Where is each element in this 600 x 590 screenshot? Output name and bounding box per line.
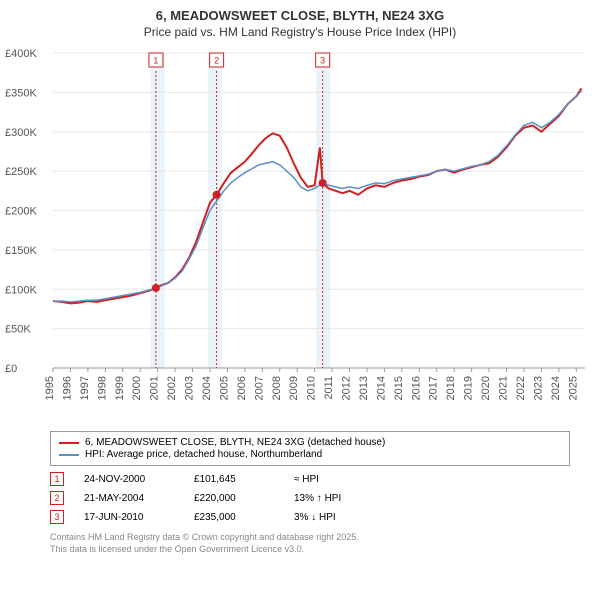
legend: 6, MEADOWSWEET CLOSE, BLYTH, NE24 3XG (d… bbox=[50, 431, 570, 466]
svg-text:2003: 2003 bbox=[184, 376, 196, 400]
svg-text:2020: 2020 bbox=[480, 376, 492, 400]
svg-text:2009: 2009 bbox=[288, 376, 300, 400]
svg-text:2021: 2021 bbox=[498, 376, 510, 400]
svg-text:1998: 1998 bbox=[96, 376, 108, 400]
chart-container: 6, MEADOWSWEET CLOSE, BLYTH, NE24 3XG Pr… bbox=[0, 0, 600, 590]
transaction-row: 3 17-JUN-2010 £235,000 3% ↓ HPI bbox=[50, 510, 570, 524]
transaction-delta: ≈ HPI bbox=[294, 474, 374, 485]
chart-svg: £0 £50K £100K £150K £200K £250K £300K £350K £400… bbox=[5, 43, 595, 423]
svg-text:£250K: £250K bbox=[5, 166, 37, 178]
chart-area: £0 £50K £100K £150K £200K £250K £300K £350K £400… bbox=[5, 43, 595, 423]
title-address: 6, MEADOWSWEET CLOSE, BLYTH, NE24 3XG bbox=[0, 8, 600, 23]
svg-text:£400K: £400K bbox=[5, 48, 37, 60]
svg-text:2023: 2023 bbox=[532, 376, 544, 400]
transaction-marker: 2 bbox=[50, 491, 64, 505]
svg-text:£300K: £300K bbox=[5, 127, 37, 139]
svg-text:£50K: £50K bbox=[5, 324, 31, 336]
transaction-marker: 1 bbox=[50, 472, 64, 486]
svg-text:2008: 2008 bbox=[271, 376, 283, 400]
transaction-price: £220,000 bbox=[194, 493, 274, 504]
transaction-price: £235,000 bbox=[194, 512, 274, 523]
svg-text:£100K: £100K bbox=[5, 284, 37, 296]
transaction-price: £101,645 bbox=[194, 474, 274, 485]
svg-text:1999: 1999 bbox=[114, 376, 126, 400]
svg-text:2004: 2004 bbox=[201, 376, 213, 400]
svg-text:2000: 2000 bbox=[131, 376, 143, 400]
svg-text:2022: 2022 bbox=[515, 376, 527, 400]
footer-line1: Contains HM Land Registry data © Crown c… bbox=[50, 532, 570, 544]
svg-text:2011: 2011 bbox=[323, 376, 335, 400]
svg-text:2019: 2019 bbox=[463, 376, 475, 400]
svg-text:2017: 2017 bbox=[428, 376, 440, 400]
legend-row: HPI: Average price, detached house, Nort… bbox=[59, 449, 561, 460]
transaction-marker: 3 bbox=[50, 510, 64, 524]
transaction-row: 2 21-MAY-2004 £220,000 13% ↑ HPI bbox=[50, 491, 570, 505]
svg-text:£350K: £350K bbox=[5, 87, 37, 99]
legend-row: 6, MEADOWSWEET CLOSE, BLYTH, NE24 3XG (d… bbox=[59, 437, 561, 448]
svg-text:2007: 2007 bbox=[253, 376, 265, 400]
svg-text:2024: 2024 bbox=[550, 376, 562, 400]
svg-text:1: 1 bbox=[153, 55, 158, 65]
svg-text:3: 3 bbox=[320, 55, 325, 65]
legend-swatch bbox=[59, 442, 79, 444]
svg-text:2: 2 bbox=[214, 55, 219, 65]
svg-text:£200K: £200K bbox=[5, 206, 37, 218]
transaction-row: 1 24-NOV-2000 £101,645 ≈ HPI bbox=[50, 472, 570, 486]
svg-text:2010: 2010 bbox=[306, 376, 318, 400]
transaction-delta: 13% ↑ HPI bbox=[294, 493, 374, 504]
svg-text:1996: 1996 bbox=[61, 376, 73, 400]
legend-swatch bbox=[59, 454, 79, 456]
svg-text:£0: £0 bbox=[5, 363, 17, 375]
svg-text:2014: 2014 bbox=[375, 376, 387, 400]
title-subtitle: Price paid vs. HM Land Registry's House … bbox=[0, 25, 600, 39]
legend-label: HPI: Average price, detached house, Nort… bbox=[85, 449, 322, 460]
svg-text:2001: 2001 bbox=[149, 376, 161, 400]
transaction-delta: 3% ↓ HPI bbox=[294, 512, 374, 523]
svg-text:2018: 2018 bbox=[445, 376, 457, 400]
svg-text:2013: 2013 bbox=[358, 376, 370, 400]
legend-label: 6, MEADOWSWEET CLOSE, BLYTH, NE24 3XG (d… bbox=[85, 437, 385, 448]
footer-attribution: Contains HM Land Registry data © Crown c… bbox=[50, 532, 570, 555]
svg-text:2012: 2012 bbox=[341, 376, 353, 400]
svg-text:2005: 2005 bbox=[218, 376, 230, 400]
svg-text:2006: 2006 bbox=[236, 376, 248, 400]
svg-text:1997: 1997 bbox=[79, 376, 91, 400]
transaction-table: 1 24-NOV-2000 £101,645 ≈ HPI 2 21-MAY-2004 £22… bbox=[50, 472, 570, 524]
svg-text:2002: 2002 bbox=[166, 376, 178, 400]
svg-text:2015: 2015 bbox=[393, 376, 405, 400]
transaction-date: 24-NOV-2000 bbox=[84, 474, 174, 485]
svg-text:2025: 2025 bbox=[567, 376, 579, 400]
title-block: 6, MEADOWSWEET CLOSE, BLYTH, NE24 3XG Pr… bbox=[0, 0, 600, 43]
footer-line2: This data is licensed under the Open Gov… bbox=[50, 544, 570, 556]
svg-text:£150K: £150K bbox=[5, 245, 37, 257]
svg-text:2016: 2016 bbox=[410, 376, 422, 400]
transaction-date: 21-MAY-2004 bbox=[84, 493, 174, 504]
transaction-date: 17-JUN-2010 bbox=[84, 512, 174, 523]
svg-text:1995: 1995 bbox=[44, 376, 56, 400]
